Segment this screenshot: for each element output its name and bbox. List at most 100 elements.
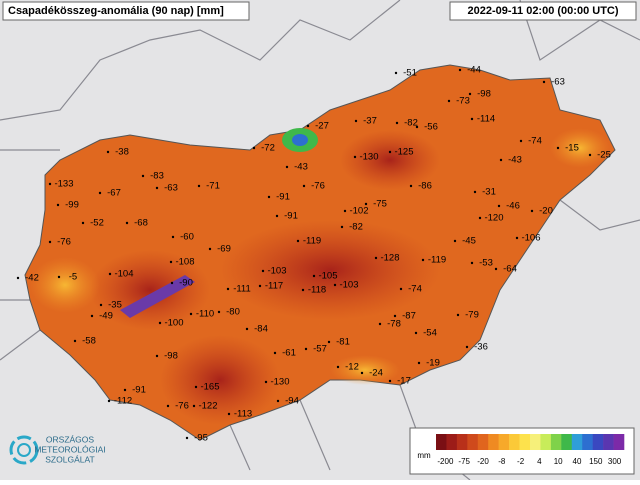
legend-swatch bbox=[477, 434, 489, 450]
legend-tick-label: 300 bbox=[608, 457, 622, 466]
station-dot bbox=[90, 314, 94, 318]
legend-swatch bbox=[446, 434, 458, 450]
station-dot bbox=[98, 191, 102, 195]
station-dot bbox=[166, 404, 170, 408]
station-value: -24 bbox=[369, 368, 383, 379]
station-value: -58 bbox=[82, 336, 96, 347]
station-value: -43 bbox=[294, 162, 308, 173]
station-dot bbox=[453, 239, 457, 243]
legend-tick-label: 4 bbox=[537, 457, 542, 466]
station-dot bbox=[470, 117, 474, 121]
legend-swatch bbox=[509, 434, 520, 450]
station-dot bbox=[374, 256, 378, 260]
station-dot bbox=[57, 275, 61, 279]
station-value: -60 bbox=[180, 232, 194, 243]
station-dot bbox=[267, 195, 271, 199]
station-dot bbox=[340, 225, 344, 229]
legend-tick-label: 150 bbox=[589, 457, 603, 466]
station-value: -72 bbox=[261, 143, 275, 154]
station-value: -43 bbox=[508, 155, 522, 166]
title-box bbox=[2, 1, 250, 21]
station-value: -91 bbox=[276, 192, 290, 203]
legend-tick-label: -200 bbox=[437, 457, 454, 466]
station-dot bbox=[125, 221, 129, 225]
station-value: -87 bbox=[402, 311, 416, 322]
station-value: -119 bbox=[428, 255, 446, 266]
station-dot bbox=[56, 203, 60, 207]
station-value: -64 bbox=[503, 264, 517, 275]
legend-swatch bbox=[603, 434, 614, 450]
station-dot bbox=[530, 209, 534, 213]
station-dot bbox=[258, 284, 262, 288]
station-value: -78 bbox=[387, 319, 401, 330]
station-dot bbox=[414, 331, 418, 335]
station-dot bbox=[108, 272, 112, 276]
legend-tick-label: -20 bbox=[477, 457, 489, 466]
station-dot bbox=[226, 287, 230, 291]
station-dot bbox=[273, 351, 277, 355]
station-dot bbox=[81, 221, 85, 225]
station-dot bbox=[542, 80, 546, 84]
legend-swatch bbox=[582, 434, 593, 450]
station-dot bbox=[48, 182, 52, 186]
legend-swatch bbox=[540, 434, 552, 450]
station-value: -61 bbox=[282, 348, 296, 359]
station-value: -45 bbox=[462, 236, 476, 247]
legend-tick-label: 10 bbox=[554, 457, 563, 466]
legend-swatch bbox=[467, 434, 479, 450]
station-dot bbox=[304, 347, 308, 351]
station-dot bbox=[409, 184, 413, 188]
station-value: -53 bbox=[479, 258, 493, 269]
legend-tick-label: -2 bbox=[517, 457, 525, 466]
station-dot bbox=[473, 190, 477, 194]
station-dot bbox=[378, 322, 382, 326]
station-dot bbox=[456, 313, 460, 317]
station-value: -113 bbox=[234, 409, 252, 420]
station-value: -81 bbox=[336, 337, 350, 348]
station-value: -118 bbox=[308, 285, 326, 296]
station-value: -122 bbox=[198, 401, 217, 412]
station-dot bbox=[169, 260, 173, 264]
station-dot bbox=[264, 380, 268, 384]
station-dot bbox=[192, 404, 196, 408]
station-value: -100 bbox=[164, 318, 183, 329]
station-dot bbox=[185, 436, 189, 440]
station-value: -63 bbox=[164, 183, 178, 194]
station-value: -63 bbox=[551, 77, 565, 88]
station-value: -95 bbox=[194, 433, 208, 444]
station-value: -94 bbox=[285, 396, 299, 407]
station-dot bbox=[245, 327, 249, 331]
station-value: -91 bbox=[284, 211, 298, 222]
station-value: -108 bbox=[175, 257, 194, 268]
legend-swatch bbox=[613, 434, 625, 450]
station-value: -103 bbox=[339, 280, 358, 291]
station-value: -51 bbox=[403, 68, 417, 79]
station-value: -42 bbox=[25, 273, 39, 284]
station-value: -103 bbox=[267, 266, 286, 277]
station-dot bbox=[499, 158, 503, 162]
legend-swatch bbox=[530, 434, 541, 450]
station-dot bbox=[306, 124, 310, 128]
station-dot bbox=[447, 99, 451, 103]
station-dot bbox=[333, 283, 337, 287]
legend-tick-label: 40 bbox=[573, 457, 582, 466]
anomaly-shading bbox=[30, 128, 610, 425]
station-dot bbox=[327, 340, 331, 344]
station-dot bbox=[515, 236, 519, 240]
station-dot bbox=[417, 361, 421, 365]
station-dot bbox=[170, 281, 174, 285]
station-value: -130 bbox=[270, 377, 289, 388]
station-dot bbox=[296, 239, 300, 243]
legend-swatch bbox=[571, 434, 583, 450]
station-dot bbox=[194, 385, 198, 389]
station-dot bbox=[73, 339, 77, 343]
logo-text: SZOLGÁLAT bbox=[45, 454, 94, 464]
legend-swatch bbox=[561, 434, 573, 450]
legend-swatch bbox=[498, 434, 510, 450]
station-value: -44 bbox=[467, 65, 481, 76]
station-value: -83 bbox=[150, 171, 164, 182]
station-dot bbox=[588, 153, 592, 157]
station-value: -12 bbox=[345, 362, 359, 373]
station-value: -90 bbox=[179, 278, 193, 289]
